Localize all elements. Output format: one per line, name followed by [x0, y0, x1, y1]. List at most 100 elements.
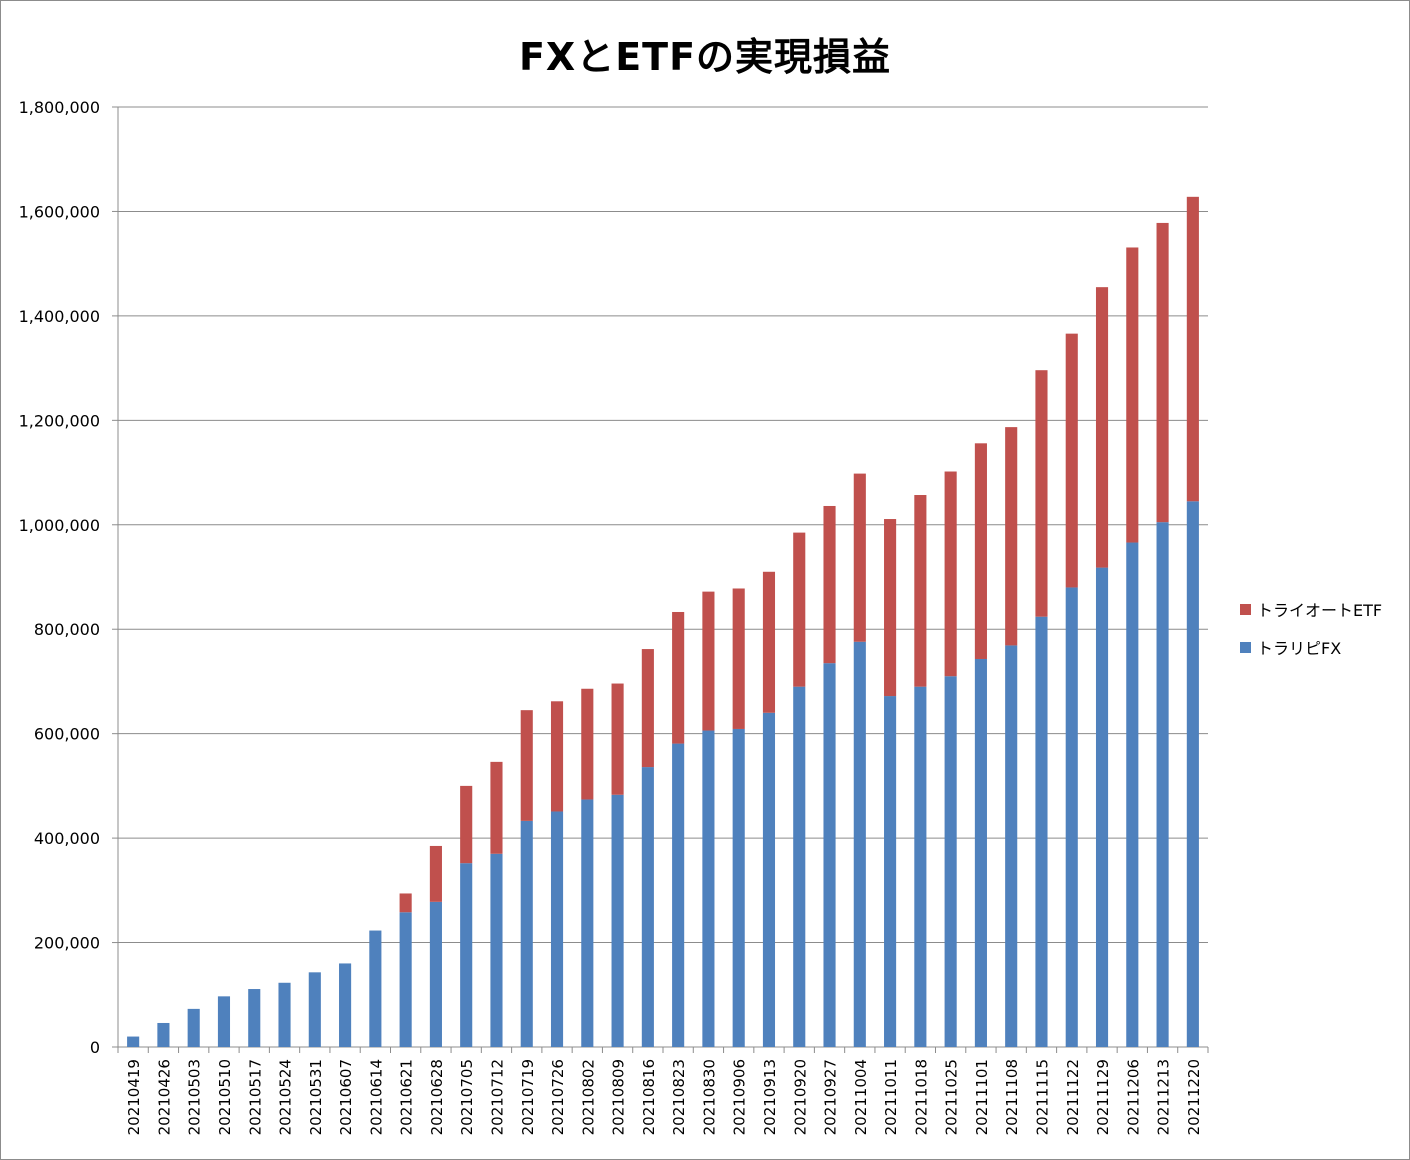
bar-etf	[490, 761, 503, 854]
bar-fx	[369, 930, 382, 1047]
x-tick-label: 20210913	[761, 1059, 779, 1135]
x-tick-label: 20211004	[852, 1059, 870, 1135]
x-tick-label: 20210712	[488, 1059, 506, 1135]
bar-etf	[1126, 247, 1139, 543]
x-tick-label: 20210628	[428, 1059, 446, 1135]
y-tick-label: 400,000	[34, 829, 100, 848]
x-tick-label: 20211115	[1033, 1059, 1051, 1135]
bar-fx	[641, 767, 654, 1047]
bar-fx	[581, 799, 594, 1047]
bar-etf	[1005, 427, 1018, 646]
bar-etf	[1065, 333, 1078, 588]
x-tick-label: 20210809	[610, 1059, 628, 1135]
x-tick-label: 20211122	[1064, 1059, 1082, 1135]
legend-label-fx: トラリピFX	[1257, 639, 1342, 658]
x-tick-label: 20211129	[1094, 1059, 1112, 1135]
bar-fx	[793, 686, 806, 1047]
bar-fx	[762, 712, 776, 1047]
x-tick-label: 20210621	[398, 1059, 416, 1135]
bar-fx	[157, 1022, 170, 1047]
bar-fx	[974, 658, 987, 1047]
x-tick-label: 20211220	[1185, 1059, 1203, 1135]
bar-etf	[460, 785, 473, 864]
bar-etf	[884, 519, 897, 697]
bar-etf	[944, 471, 957, 677]
bar-fx	[1065, 587, 1078, 1047]
y-tick-label: 600,000	[34, 725, 100, 744]
bar-etf	[702, 591, 715, 731]
x-tick-label: 20210531	[307, 1059, 325, 1135]
bar-etf	[1035, 370, 1048, 617]
bar-etf	[974, 443, 987, 659]
bar-fx	[702, 730, 715, 1047]
bar-etf	[853, 473, 866, 642]
x-tick-label: 20210510	[216, 1059, 234, 1135]
x-tick-label: 20210816	[640, 1059, 658, 1135]
bar-fx	[823, 663, 836, 1047]
x-tick-label: 20210614	[367, 1059, 385, 1135]
legend-label-etf: トライオートETF	[1257, 601, 1383, 620]
y-tick-label: 0	[90, 1038, 100, 1057]
bar-fx	[520, 820, 533, 1047]
bar-fx	[1035, 616, 1048, 1047]
x-tick-label: 20210823	[670, 1059, 688, 1135]
bar-etf	[611, 683, 624, 795]
bar-fx	[217, 996, 231, 1047]
bar-etf	[914, 495, 927, 687]
x-tick-label: 20210503	[186, 1059, 204, 1135]
bar-fx	[1186, 501, 1199, 1047]
y-tick-label: 200,000	[34, 934, 100, 953]
bar-fx	[611, 794, 624, 1047]
legend: トライオートETF トラリピFX	[1240, 590, 1382, 666]
bar-fx	[732, 728, 745, 1047]
x-tick-label: 20210830	[700, 1059, 718, 1135]
bar-fx	[490, 853, 503, 1047]
bar-fx	[914, 686, 927, 1047]
x-tick-label: 20210802	[579, 1059, 597, 1135]
bar-etf	[581, 688, 594, 800]
bar-fx	[399, 912, 412, 1047]
bar-etf	[762, 571, 776, 713]
bar-fx	[1095, 567, 1109, 1047]
x-tick-label: 20210517	[246, 1059, 264, 1135]
bar-etf	[793, 532, 806, 687]
bar-etf	[732, 588, 745, 729]
legend-item-etf: トライオートETF	[1240, 590, 1382, 628]
bar-etf	[429, 845, 442, 902]
bar-etf	[1186, 196, 1199, 502]
bar-fx	[884, 696, 897, 1047]
y-tick-label: 1,400,000	[19, 307, 100, 326]
y-tick-label: 800,000	[34, 620, 100, 639]
x-tick-label: 20210927	[822, 1059, 840, 1135]
x-tick-label: 20210719	[519, 1059, 537, 1135]
bar-etf	[520, 710, 533, 821]
x-tick-label: 20210607	[337, 1059, 355, 1135]
bar-fx	[278, 982, 291, 1047]
x-tick-label: 20211213	[1155, 1059, 1173, 1135]
x-tick-label: 20211108	[1003, 1059, 1021, 1135]
y-tick-label: 1,800,000	[19, 98, 100, 117]
bar-fx	[1156, 522, 1169, 1047]
x-tick-label: 20210726	[549, 1059, 567, 1135]
bar-fx	[672, 743, 685, 1047]
bar-fx	[550, 811, 564, 1047]
x-tick-label: 20210524	[277, 1059, 295, 1135]
y-tick-label: 1,200,000	[19, 411, 100, 430]
bar-fx	[944, 676, 957, 1047]
x-tick-label: 20210426	[155, 1059, 173, 1135]
y-tick-label: 1,600,000	[19, 202, 100, 221]
x-tick-label: 20211018	[912, 1059, 930, 1135]
bar-etf	[1095, 287, 1109, 568]
bar-fx	[248, 989, 261, 1047]
bar-fx	[339, 963, 352, 1047]
bar-etf	[1156, 222, 1169, 523]
bar-fx	[429, 901, 442, 1047]
bar-etf	[399, 893, 412, 913]
x-tick-label: 20211206	[1124, 1059, 1142, 1135]
bar-fx	[187, 1008, 200, 1047]
legend-swatch-etf	[1240, 603, 1251, 615]
bar-etf	[823, 505, 836, 664]
bar-etf	[550, 701, 564, 812]
chart-title: FXとETFの実現損益	[518, 35, 892, 79]
